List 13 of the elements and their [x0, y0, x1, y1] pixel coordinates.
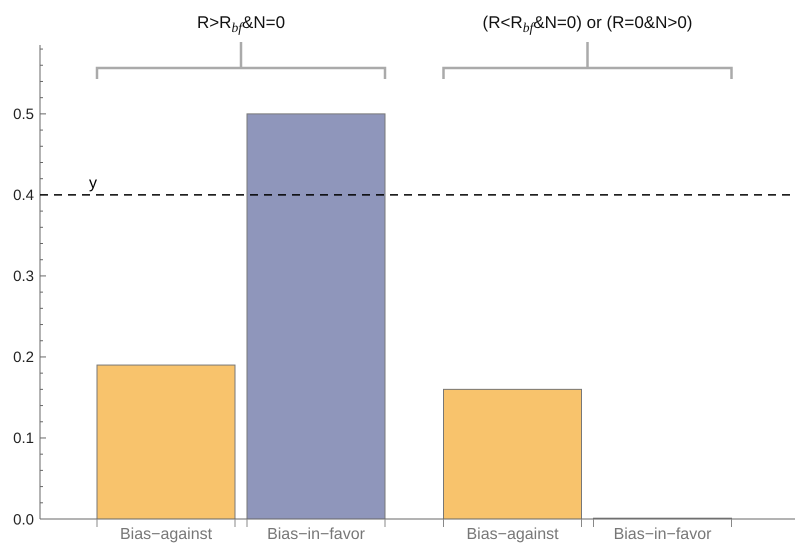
x-tick-label: Bias−against	[466, 526, 560, 543]
x-tick-label: Bias−in−favor	[267, 526, 366, 543]
y-tick-label: 0.5	[13, 106, 34, 124]
text: (R<R$_{bf}$&N=0) or (R=0&N>0)	[482, 13, 692, 34]
y-tick-label: 0.0	[13, 511, 34, 528]
y-tick-label: 0.2	[13, 349, 34, 366]
ref-line-label: y	[89, 174, 97, 192]
y-tick-label: 0.4	[13, 187, 34, 204]
x-tick-label: Bias−in−favor	[614, 526, 712, 543]
x-tick-label: Bias−against	[120, 526, 213, 543]
text: R>R$_{bf}$&N=0	[196, 13, 286, 34]
y-tick-label: 0.3	[13, 268, 34, 286]
y-tick-label: 0.1	[13, 430, 34, 448]
